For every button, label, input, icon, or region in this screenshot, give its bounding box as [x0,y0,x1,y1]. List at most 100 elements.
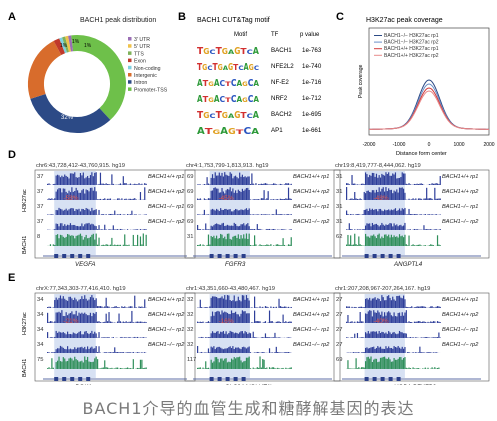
coverage-bar [359,198,361,200]
coverage-bar [129,321,132,323]
coverage-bar [225,190,227,200]
coverage-bar [366,190,368,200]
panel-e-letter: E [8,272,15,284]
coverage-bar [109,244,112,246]
coverage-bar [385,315,387,323]
coverage-bar [229,362,231,369]
coverage-bar [268,214,271,215]
coverage-bar [408,321,410,323]
coverage-bar [78,331,80,338]
coverage-bar [92,361,94,369]
coverage-bar [47,352,49,353]
coverage-bar [137,234,139,246]
coverage-bar [62,210,64,215]
coverage-bar [347,306,349,308]
coverage-bar [386,296,388,308]
coverage-bar [69,296,72,308]
coverage-bar [392,296,394,308]
coverage-bar [58,188,60,200]
coverage-bar [72,349,74,353]
coverage-bar [270,337,272,338]
coverage-bar [107,198,109,200]
coverage-bar [420,183,422,185]
coverage-bar [271,199,273,200]
coverage-bar [247,209,249,215]
coverage-bar [128,321,130,323]
coverage-bar [420,245,422,246]
coverage-bar [367,356,369,369]
coverage-bar [398,312,401,323]
coverage-bar [373,359,375,369]
coverage-bar [435,337,437,338]
coverage-bar [97,352,99,353]
svg-text:1000: 1000 [453,142,464,148]
coverage-bar [118,198,120,200]
motif-logo-letter: T [216,110,222,121]
coverage-bar [216,223,218,230]
coverage-bar [351,214,353,215]
coverage-bar [400,348,402,353]
sample-label: BACH1−/− rp1 [293,327,329,333]
coverage-bar [352,214,354,215]
coverage-bar [132,184,134,185]
coverage-bar [61,235,63,246]
coverage-bar [273,214,275,215]
coverage-bar [434,183,436,185]
coverage-line [369,87,489,130]
coverage-bar [57,174,59,185]
coverage-bar [362,367,364,369]
coverage-bar [256,367,258,369]
coverage-bar [222,331,224,338]
coverage-bar [205,322,207,323]
coverage-bar [139,229,142,230]
coverage-bar [67,360,69,369]
coverage-bar [398,234,401,246]
coverage-bar [105,297,107,308]
coverage-bar [379,333,382,338]
coverage-bar [420,214,422,215]
coverage-bar [356,184,359,185]
coverage-bar [217,346,219,353]
track-scale: 27 [336,327,342,333]
coverage-bar [374,312,376,323]
coverage-bar [278,352,280,353]
coverage-bar [346,229,348,230]
coverage-bar [245,313,248,323]
coverage-bar [439,214,441,215]
track-scale: 37 [37,174,43,180]
coverage-bar [407,337,409,338]
coverage-bar [263,214,265,215]
motif-logo-letter: C [254,65,260,72]
coverage-bar [95,191,97,200]
coverage-bar [382,237,384,246]
motif-logo-letter: A [244,62,249,73]
motif-logo-letter: C [209,49,216,56]
coverage-bar [222,298,224,308]
coverage-bar [216,208,218,215]
coverage-bar [405,214,407,215]
coverage-bar [122,244,124,246]
coverage-bar [129,198,132,200]
coverage-bar [374,192,376,200]
coverage-bar [268,228,271,230]
coverage-bar [139,337,142,338]
coverage-bar [79,361,82,369]
coverage-bar [389,237,391,246]
coverage-bar [79,226,82,230]
coverage-bar [263,245,265,246]
coverage-bar [239,356,241,369]
track-scale: 69 [187,189,193,195]
legend-label: Intergenic [134,73,157,79]
coverage-bar [119,321,122,323]
motif-logo-letter: A [197,94,203,105]
coverage-bar [386,236,388,246]
coverage-bar [277,244,279,246]
coverage-bar [121,198,123,200]
legend-swatch [128,44,132,48]
coverage-bar [206,177,208,185]
coverage-bar [84,178,86,185]
coverage-bar [275,209,277,215]
motif-logo-letter: G [242,81,248,88]
coverage-bar [419,198,421,200]
coverage-bar [230,239,233,246]
